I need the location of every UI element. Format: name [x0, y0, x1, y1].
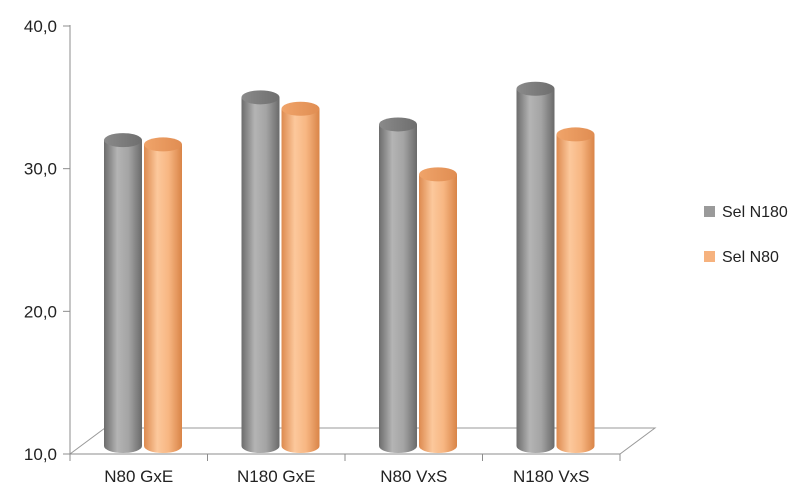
bar-body — [281, 108, 320, 453]
y-tick-label: 20,0 — [24, 302, 57, 321]
x-tick-label: N80 GxE — [104, 467, 173, 486]
y-tick-label: 30,0 — [24, 160, 57, 179]
legend: Sel N180 Sel N80 — [704, 204, 788, 266]
bar-body — [419, 174, 457, 453]
bar — [516, 81, 555, 454]
bar-top — [419, 167, 457, 182]
y-tick-label: 10,0 — [24, 445, 57, 464]
bar — [379, 117, 417, 453]
bar — [281, 101, 320, 453]
bar-body — [104, 140, 142, 453]
x-tick-label: N80 VxS — [380, 467, 447, 486]
legend-swatch — [704, 206, 715, 217]
bar — [556, 127, 595, 453]
bar-top — [241, 90, 280, 105]
x-tick-label: N180 GxE — [237, 467, 315, 486]
x-tick-label: N180 VxS — [513, 467, 590, 486]
legend-swatch — [704, 251, 715, 262]
bar-top — [516, 81, 555, 96]
bar-top — [281, 101, 320, 116]
bar-top — [104, 133, 142, 148]
bar — [144, 137, 182, 453]
bar-top — [379, 117, 417, 132]
legend-item: Sel N180 — [704, 204, 788, 221]
legend-item: Sel N80 — [704, 249, 779, 266]
y-axis-labels: 10,0 20,0 30,0 40,0 — [24, 17, 57, 464]
bar — [241, 90, 280, 453]
bar-body — [144, 144, 182, 453]
x-axis-labels: N80 GxE N180 GxE N80 VxS N180 VxS — [104, 467, 589, 486]
x-axis-ticks — [69, 454, 621, 461]
y-tick-label: 40,0 — [24, 17, 57, 36]
bar — [104, 133, 142, 453]
bar-body — [516, 88, 555, 454]
y-axis-ticks — [63, 25, 70, 455]
bar — [419, 167, 457, 453]
legend-label: Sel N180 — [722, 204, 788, 221]
bar-series — [104, 81, 595, 454]
bar-body — [241, 97, 280, 453]
bar-top — [144, 137, 182, 152]
legend-label: Sel N80 — [722, 249, 779, 266]
bar-body — [556, 134, 595, 453]
bar-top — [556, 127, 595, 142]
bar-body — [379, 124, 417, 453]
